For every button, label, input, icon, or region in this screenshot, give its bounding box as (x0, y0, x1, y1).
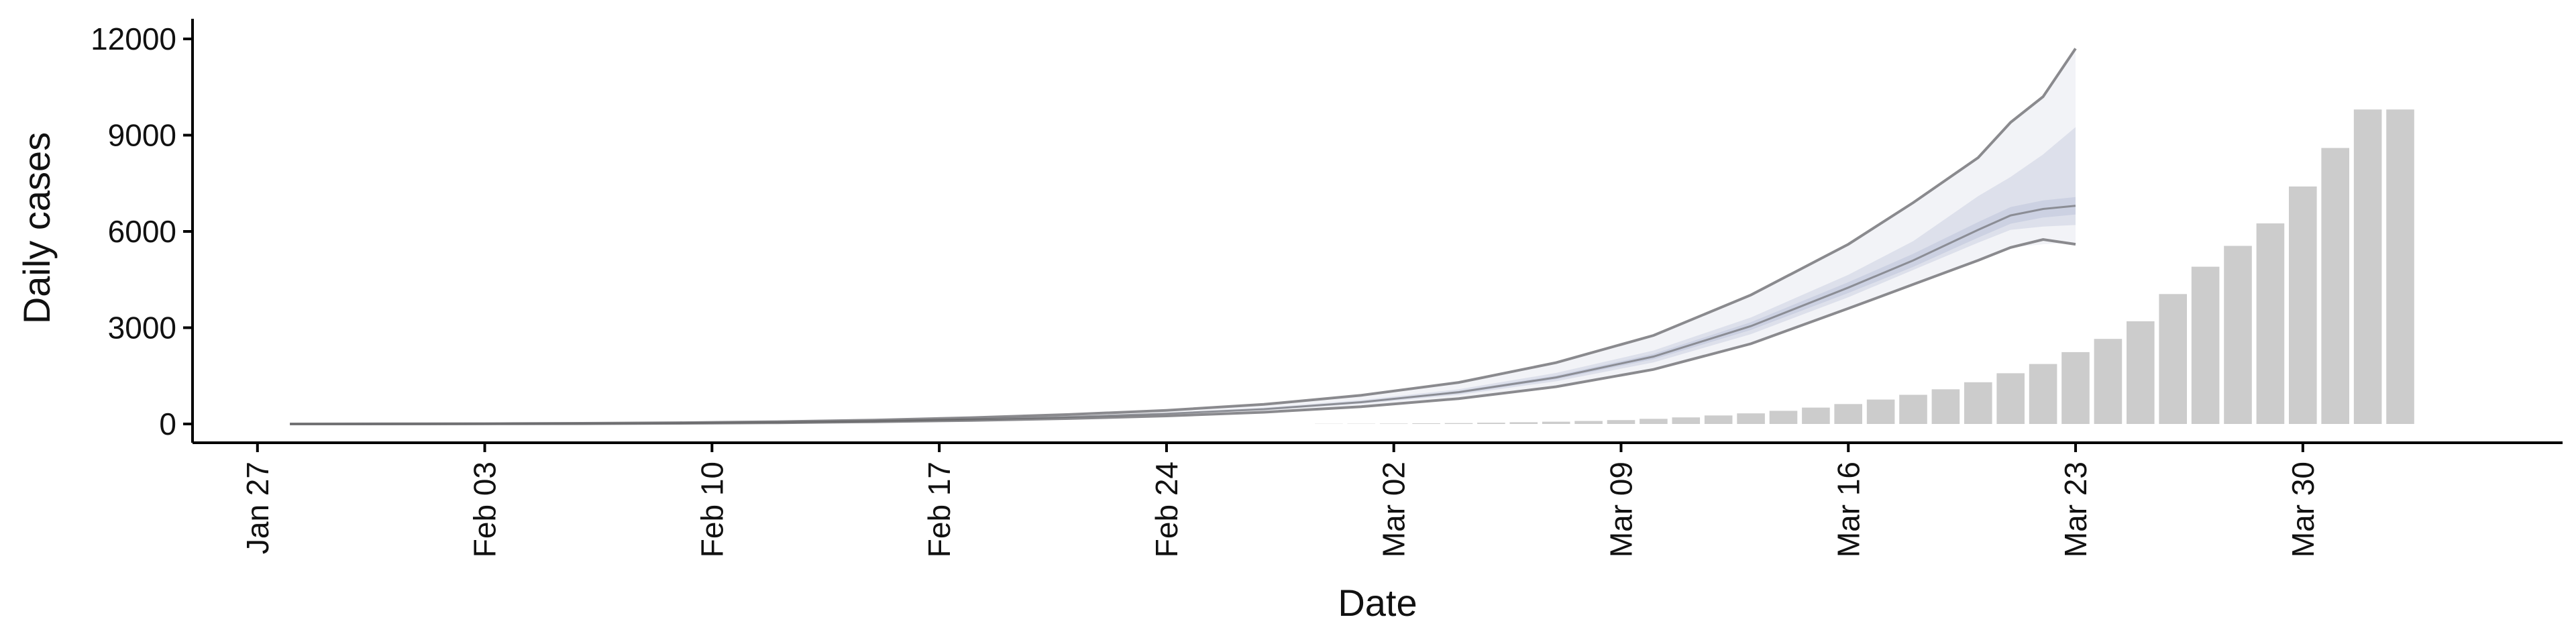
y-tick-label: 9000 (108, 118, 176, 153)
bar (1834, 404, 1862, 424)
bar (2353, 109, 2382, 424)
bar (2191, 266, 2220, 424)
bar (1574, 421, 1603, 424)
y-axis-title: Daily cases (15, 132, 58, 324)
y-tick-label: 3000 (108, 311, 176, 345)
x-tick-label: Mar 30 (2286, 462, 2320, 557)
bar (2386, 109, 2414, 424)
bar (2159, 294, 2187, 424)
axes: Jan 27 Feb 03 Feb 10 Feb 17 Feb 24 Mar 02 Mar … (91, 19, 2563, 557)
estimate-center-line (290, 205, 2076, 425)
bar (1640, 419, 1668, 424)
bar (1737, 413, 1765, 424)
y-tick-label: 6000 (108, 214, 176, 249)
x-tick-label: Feb 17 (922, 462, 957, 557)
bar (2029, 364, 2057, 424)
bar (2224, 246, 2252, 424)
bar (2256, 223, 2285, 424)
bar (1542, 421, 1570, 424)
x-axis-title: Date (1338, 582, 1417, 624)
bar (1379, 423, 1408, 424)
x-tick-label: Mar 09 (1603, 462, 1638, 557)
bar (1866, 399, 1895, 424)
x-tick-label: Mar 23 (2058, 462, 2093, 557)
daily-case-bars (1315, 109, 2414, 424)
x-tick-label: Feb 10 (694, 462, 729, 557)
bar (1802, 407, 1830, 424)
bar (1477, 423, 1505, 424)
bar (2321, 148, 2349, 424)
bar (1444, 423, 1473, 424)
x-tick-label: Feb 03 (468, 462, 502, 557)
y-tick-label: 12000 (91, 21, 176, 56)
bar (1964, 382, 1992, 424)
bar (1412, 423, 1440, 424)
bar (1769, 411, 1798, 424)
x-tick-label: Mar 16 (1831, 462, 1866, 557)
y-tick-label: 0 (159, 407, 176, 441)
bar (1899, 394, 1927, 424)
bar (1704, 415, 1733, 424)
bar (2061, 352, 2090, 424)
x-axis-ticks: Jan 27 Feb 03 Feb 10 Feb 17 Feb 24 Mar 02 Mar … (240, 443, 2320, 557)
outer-interval-band (290, 48, 2076, 424)
bar (2127, 321, 2155, 424)
x-tick-label: Jan 27 (240, 462, 275, 554)
x-tick-label: Feb 24 (1149, 462, 1184, 557)
estimate-bands (290, 48, 2076, 424)
bar (1509, 422, 1538, 424)
interval-upper-line (290, 48, 2077, 425)
bar (2094, 339, 2123, 424)
bar (2289, 186, 2317, 424)
bar (1607, 420, 1635, 424)
estimate-lines (290, 48, 2077, 425)
x-tick-label: Mar 02 (1377, 462, 1411, 557)
bar (1672, 417, 1701, 424)
y-axis-ticks: 0 3000 6000 9000 12000 (91, 21, 193, 441)
bar (1996, 373, 2025, 424)
bar (1931, 389, 1960, 424)
